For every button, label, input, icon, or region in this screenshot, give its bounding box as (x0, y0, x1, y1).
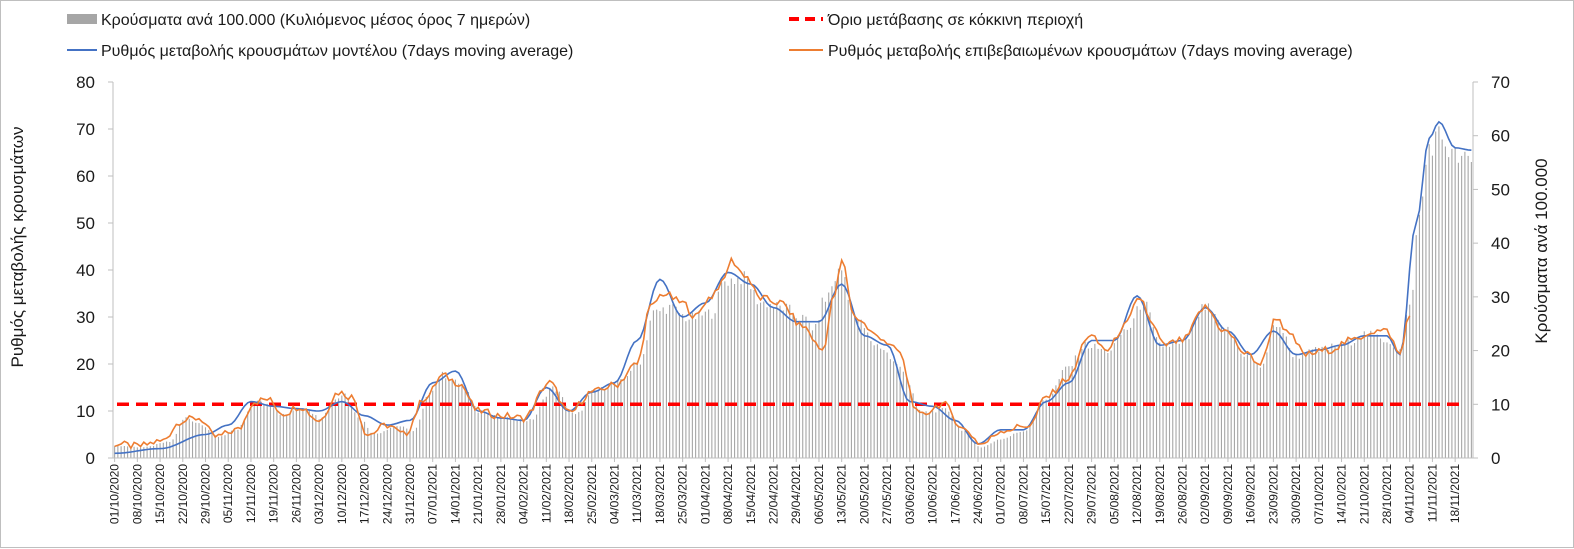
x-tick-label: 11/03/2021 (630, 464, 644, 523)
x-tick-label: 08/07/2021 (1016, 464, 1030, 524)
x-tick-label: 18/03/2021 (653, 464, 667, 524)
x-tick-label: 15/10/2020 (153, 464, 167, 524)
x-tick-label: 14/01/2021 (448, 464, 462, 524)
legend-label-model: Ρυθμός μεταβολής κρουσμάτων μοντέλου (7d… (101, 43, 573, 60)
x-tick-label: 25/02/2021 (585, 464, 599, 524)
legend-item-model-line: Ρυθμός μεταβολής κρουσμάτων μοντέλου (7d… (67, 43, 573, 60)
y2-tick-label: 60 (1491, 127, 1510, 146)
x-tick-label: 31/12/2020 (403, 464, 417, 524)
x-tick-label: 11/02/2021 (539, 464, 553, 523)
x-ticks: 01/10/2020 08/10/2020 15/10/2020 22/10/2020… (108, 458, 1462, 524)
x-tick-label: 29/07/2021 (1085, 464, 1099, 524)
confirmed-rate-line (114, 256, 1411, 450)
x-tick-label: 18/11/2021 (1448, 464, 1462, 523)
x-tick-label: 30/09/2021 (1289, 464, 1303, 524)
x-tick-label: 17/12/2020 (358, 464, 372, 524)
x-tick-label: 04/11/2021 (1403, 464, 1417, 523)
x-tick-label: 17/06/2021 (948, 464, 962, 524)
x-tick-label: 21/01/2021 (471, 464, 485, 524)
y-tick-label: 20 (76, 355, 95, 374)
x-tick-label: 25/03/2021 (676, 464, 690, 524)
y2-tick-label: 20 (1491, 342, 1510, 361)
x-tick-label: 05/11/2020 (221, 464, 235, 523)
x-tick-label: 22/04/2021 (767, 464, 781, 524)
x-tick-label: 10/12/2020 (335, 464, 349, 524)
y2-tick-label: 50 (1491, 180, 1510, 199)
x-tick-label: 07/01/2021 (426, 464, 440, 524)
x-tick-label: 03/06/2021 (903, 464, 917, 524)
x-tick-label: 29/10/2020 (199, 464, 213, 524)
y-tick-label: 40 (76, 261, 95, 280)
y2-tick-label: 10 (1491, 395, 1510, 414)
y-tick-label: 60 (76, 167, 95, 186)
x-tick-label: 28/10/2021 (1380, 464, 1394, 524)
x-tick-label: 29/04/2021 (789, 464, 803, 524)
x-tick-label: 07/10/2021 (1312, 464, 1326, 524)
x-tick-label: 15/07/2021 (1039, 464, 1053, 524)
legend-item-confirmed-line: Ρυθμός μεταβολής επιβεβαιωμένων κρουσμάτ… (789, 43, 1353, 60)
x-tick-label: 10/06/2021 (926, 464, 940, 524)
y2-axis-title: Κρούσματα ανά 100.000 (1532, 158, 1551, 343)
x-tick-label: 13/05/2021 (835, 464, 849, 524)
x-tick-label: 06/05/2021 (812, 464, 826, 524)
y-tick-label: 30 (76, 308, 95, 327)
x-tick-label: 01/10/2020 (108, 464, 122, 524)
x-tick-label: 28/01/2021 (494, 464, 508, 524)
x-tick-label: 23/09/2021 (1266, 464, 1280, 524)
y-tick-label: 70 (76, 120, 95, 139)
y2-tick-label: 0 (1491, 449, 1500, 468)
x-tick-label: 21/10/2021 (1357, 464, 1371, 524)
x-tick-label: 02/09/2021 (1198, 464, 1212, 524)
x-tick-label: 24/12/2020 (380, 464, 394, 524)
legend-label-confirmed: Ρυθμός μεταβολής επιβεβαιωμένων κρουσμάτ… (828, 43, 1353, 60)
x-tick-label: 22/10/2020 (176, 464, 190, 524)
x-tick-label: 16/09/2021 (1244, 464, 1258, 524)
x-tick-label: 08/10/2020 (130, 464, 144, 524)
y-tick-label: 50 (76, 214, 95, 233)
cases-bars (114, 126, 1472, 458)
x-tick-label: 19/11/2020 (267, 464, 281, 523)
right-y-ticks: 0 10 20 30 40 50 60 70 (1473, 73, 1510, 468)
x-tick-label: 04/02/2021 (517, 464, 531, 524)
x-tick-label: 04/03/2021 (607, 464, 621, 524)
legend: Κρούσματα ανά 100.000 (Κυλιόμενος μέσος … (67, 12, 1353, 60)
x-tick-label: 26/08/2021 (1175, 464, 1189, 524)
model-rate-line (114, 120, 1472, 455)
x-tick-label: 19/08/2021 (1153, 464, 1167, 524)
legend-label-threshold: Όριο μετάβασης σε κόκκινη περιοχή (827, 12, 1083, 29)
y-tick-label: 80 (76, 73, 95, 92)
x-tick-label: 01/04/2021 (698, 464, 712, 524)
x-tick-label: 20/05/2021 (857, 464, 871, 524)
y2-tick-label: 70 (1491, 73, 1510, 92)
legend-item-cases-bar: Κρούσματα ανά 100.000 (Κυλιόμενος μέσος … (67, 12, 530, 29)
x-tick-label: 18/02/2021 (562, 464, 576, 524)
x-tick-label: 12/11/2020 (244, 464, 258, 523)
x-tick-label: 09/09/2021 (1221, 464, 1235, 524)
x-tick-label: 03/12/2020 (312, 464, 326, 524)
rate-lines (114, 120, 1472, 455)
legend-swatch-bar (67, 14, 97, 24)
y2-tick-label: 30 (1491, 288, 1510, 307)
x-tick-label: 14/10/2021 (1335, 464, 1349, 524)
legend-label-cases: Κρούσματα ανά 100.000 (Κυλιόμενος μέσος … (101, 12, 530, 29)
x-tick-label: 01/07/2021 (994, 464, 1008, 524)
x-tick-label: 15/04/2021 (744, 464, 758, 524)
left-y-ticks: 0 10 20 30 40 50 60 70 80 (76, 73, 113, 468)
y-axis-title: Ρυθμός μεταβολής κρουσμάτων (8, 127, 27, 368)
x-tick-label: 05/08/2021 (1107, 464, 1121, 524)
x-tick-label: 11/11/2021 (1425, 464, 1439, 523)
x-tick-label: 08/04/2021 (721, 464, 735, 524)
y-tick-label: 0 (86, 449, 95, 468)
y-tick-label: 10 (76, 402, 95, 421)
legend-item-red-threshold: Όριο μετάβασης σε κόκκινη περιοχή (789, 12, 1083, 29)
x-tick-label: 22/07/2021 (1062, 464, 1076, 524)
x-tick-label: 27/05/2021 (880, 464, 894, 524)
x-tick-label: 12/08/2021 (1130, 464, 1144, 524)
x-tick-label: 26/11/2020 (289, 464, 303, 523)
y2-tick-label: 40 (1491, 234, 1510, 253)
x-tick-label: 24/06/2021 (971, 464, 985, 524)
